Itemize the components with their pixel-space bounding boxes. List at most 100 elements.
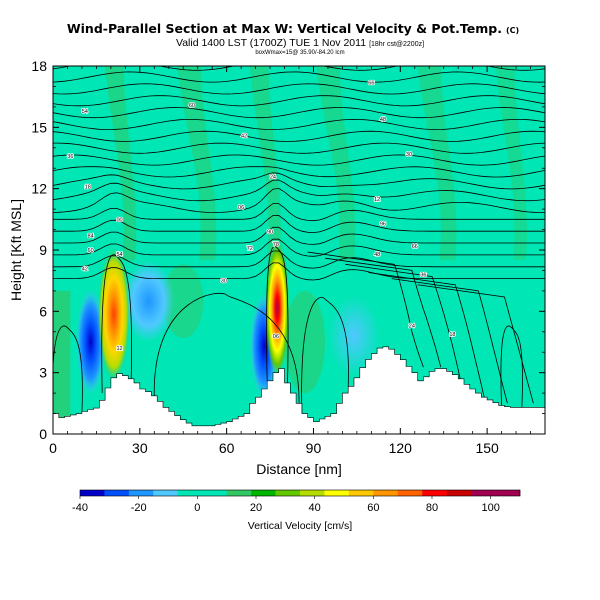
- contour-label: 66: [412, 244, 418, 250]
- colorbar-swatch: [177, 490, 203, 496]
- weak-updraft-zone: [284, 290, 326, 394]
- downdraft-core: [76, 288, 106, 396]
- colorbar-swatch: [495, 490, 521, 496]
- theta-contours: [53, 66, 545, 404]
- weak-updraft-zone: [162, 264, 204, 338]
- contour-label: 54: [117, 252, 123, 258]
- weak-updraft-streak: [417, 66, 457, 261]
- colorbar-swatch: [373, 490, 399, 496]
- y-tick-label: 0: [39, 426, 47, 442]
- chart-subtitle-small: boxWmax=15@ 35.90/-84.20 lcm: [255, 50, 344, 56]
- theta-contour: [53, 172, 545, 190]
- colorbar-swatch: [300, 490, 325, 496]
- contour-label: 54: [82, 109, 88, 115]
- weak-updraft-streak: [105, 66, 137, 261]
- colorbar-swatch: [202, 490, 227, 496]
- updraft-core: [97, 247, 130, 381]
- contour-label: 42: [241, 134, 247, 140]
- theta-contour: [53, 238, 545, 257]
- contour-label: 24: [270, 174, 276, 180]
- colorbar-tick-label: 60: [367, 502, 379, 514]
- theta-contour: [53, 179, 545, 202]
- colorbar-swatch: [275, 490, 301, 496]
- contour-label: 36: [67, 154, 73, 160]
- theta-contour: [53, 107, 545, 119]
- colorbar-swatch: [153, 490, 179, 496]
- colorbar-swatch: [251, 490, 276, 496]
- contour-label: 96: [380, 221, 386, 227]
- contour-label: 30: [221, 279, 227, 285]
- zero-w-contour: [266, 246, 289, 389]
- contour-label: 30: [406, 152, 412, 158]
- colorbar-tick-label: 20: [250, 502, 262, 514]
- contour-label: 84: [88, 234, 94, 240]
- downdraft-core: [122, 260, 175, 342]
- chart-subtitle: Valid 1400 LST (1700Z) TUE 1 Nov 2011 [18…: [176, 37, 424, 49]
- weak-updraft-streak: [316, 66, 356, 261]
- theta-contour: [53, 187, 545, 214]
- colorbar-tick-label: -20: [131, 502, 147, 514]
- x-tick-label: 90: [306, 440, 322, 456]
- theta-contour: [53, 262, 545, 281]
- weak-updraft-streak: [495, 66, 527, 261]
- x-tick-label: 150: [475, 440, 499, 456]
- theta-contour: [391, 278, 508, 404]
- left-updraft-band: [53, 290, 71, 434]
- y-axis-label: Height [Kft MSL]: [8, 199, 24, 301]
- zero-w-contour: [500, 325, 523, 408]
- contour-label: 48: [380, 117, 386, 123]
- zero-w-contour: [153, 292, 300, 409]
- colorbar-label: Vertical Velocity [cm/s]: [248, 520, 353, 532]
- colorbar-swatch: [226, 490, 252, 496]
- zero-w-contour: [301, 297, 349, 414]
- theta-contour: [307, 251, 424, 368]
- velocity-zero-contours: [53, 246, 523, 414]
- theta-contour: [53, 226, 545, 245]
- y-tick-label: 6: [39, 303, 47, 319]
- colorbar-tick-label: 0: [194, 502, 200, 514]
- contour-label: 06: [273, 334, 279, 340]
- theta-contour: [53, 95, 545, 107]
- theta-contour: [53, 203, 545, 222]
- theta-contour: [53, 118, 545, 131]
- colorbar-tick-label: -40: [72, 502, 88, 514]
- downdraft-core: [327, 294, 381, 377]
- colorbar-swatch: [471, 490, 496, 496]
- contour-label: 18: [85, 185, 91, 191]
- green-streaks: [53, 66, 527, 434]
- contour-label: 72: [247, 246, 253, 252]
- theta-contour: [368, 272, 485, 398]
- velocity-cores: [76, 239, 381, 400]
- contour-label: 36: [420, 273, 426, 279]
- theta-contour: [53, 142, 545, 154]
- colorbar-swatch: [80, 490, 105, 496]
- colorbar-tick-label: 100: [481, 502, 499, 514]
- colorbar-swatch: [446, 490, 472, 496]
- theta-contour: [53, 154, 545, 166]
- contour-label: 42: [82, 266, 88, 272]
- y-tick-label: 18: [31, 58, 47, 74]
- contour-label: 18: [449, 332, 455, 338]
- contour-label: 90: [267, 230, 273, 236]
- x-tick-label: 0: [49, 440, 57, 456]
- colorbar-swatch: [422, 490, 447, 496]
- subtitle-extra: [18hr cst@2200z]: [369, 41, 424, 48]
- colorbar-swatch: [397, 490, 423, 496]
- weak-updraft-streak: [177, 66, 217, 261]
- weak-updraft-streak: [249, 66, 281, 261]
- x-tick-label: 60: [219, 440, 235, 456]
- colorbar-swatch: [324, 490, 350, 496]
- colorbar: -40 -20 0 20 40 60 80 100: [72, 489, 521, 514]
- y-tick-label: 9: [39, 242, 47, 258]
- colorbar-swatch: [348, 490, 374, 496]
- contour-label: 48: [374, 252, 380, 258]
- theta-contour: [53, 71, 545, 83]
- x-tick-label: 120: [389, 440, 413, 456]
- x-axis-label: Distance [nm]: [256, 461, 342, 477]
- theta-contour: [53, 214, 545, 234]
- y-tick-label: 15: [31, 119, 47, 135]
- theta-contour: [53, 130, 545, 142]
- y-tick-label: 3: [39, 365, 47, 381]
- colorbar-frame: [79, 489, 521, 497]
